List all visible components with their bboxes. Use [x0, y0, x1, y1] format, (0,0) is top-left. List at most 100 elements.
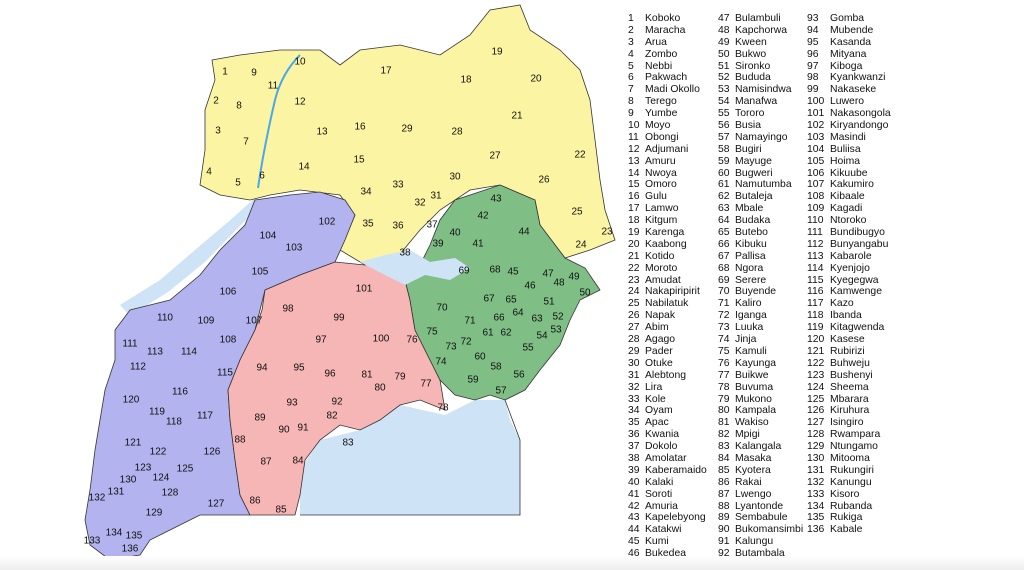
legend-item: 124 Sheema: [807, 382, 891, 394]
legend-number: 44: [628, 524, 640, 536]
legend-number: 77: [718, 369, 730, 381]
district-label-121: 121: [125, 438, 142, 449]
district-label-26: 26: [538, 175, 550, 186]
legend-number: 42: [628, 500, 640, 512]
legend-number: 18: [628, 215, 640, 227]
district-label-51: 51: [543, 297, 555, 308]
legend-number: 124: [807, 381, 825, 393]
legend-number: 36: [628, 429, 640, 441]
legend-district-name: Buhweju: [830, 357, 870, 369]
legend-number: 93: [807, 13, 819, 24]
legend-item: 131 Rukungiri: [807, 465, 891, 477]
legend-district-name: Mpigi: [735, 429, 760, 441]
legend-number: 68: [718, 262, 730, 274]
legend-district-name: Madi Okollo: [645, 84, 700, 96]
district-label-4: 4: [206, 167, 212, 178]
legend-item: 53 Namisindwa: [718, 84, 803, 96]
legend-item: 127 Isingiro: [807, 417, 891, 429]
legend-number: 95: [807, 36, 819, 48]
legend-item: 41 Soroti: [628, 489, 707, 501]
legend-item: 59 Mayuge: [718, 156, 803, 168]
legend-number: 53: [718, 84, 730, 96]
legend-district-name: Masaka: [735, 452, 772, 464]
district-label-77: 77: [420, 379, 432, 390]
legend-item: 129 Ntungamo: [807, 441, 891, 453]
legend-number: 51: [718, 60, 730, 72]
legend-item: 76 Kayunga: [718, 358, 803, 370]
district-label-34: 34: [360, 187, 372, 198]
district-label-103: 103: [286, 243, 303, 254]
district-label-15: 15: [353, 155, 365, 166]
legend-number: 40: [628, 476, 640, 488]
legend-number: 2: [628, 24, 634, 36]
legend-district-name: Lira: [645, 381, 663, 393]
legend-number: 30: [628, 357, 640, 369]
legend-number: 66: [718, 238, 730, 250]
legend-district-name: Kalungu: [735, 536, 774, 548]
legend-district-name: Koboko: [645, 13, 681, 24]
district-label-48: 48: [553, 278, 565, 289]
legend-item: 106 Kikuube: [807, 168, 891, 180]
legend-number: 28: [628, 334, 640, 346]
legend-number: 99: [807, 84, 819, 96]
legend-item: 6 Pakwach: [628, 72, 707, 84]
legend-number: 6: [628, 72, 634, 84]
legend-item: 5 Nebbi: [628, 61, 707, 73]
district-label-98: 98: [282, 304, 294, 315]
legend-district-name: Kanungu: [830, 476, 872, 488]
legend-item: 35 Apac: [628, 417, 707, 429]
legend-number: 37: [628, 441, 640, 453]
legend-item: 55 Tororo: [718, 108, 803, 120]
legend-district-name: Kyankwanzi: [830, 72, 886, 84]
legend-item: 126 Kiruhura: [807, 405, 891, 417]
river-nile: [257, 54, 301, 189]
district-label-27: 27: [489, 151, 501, 162]
legend-number: 114: [807, 262, 824, 274]
legend-item: 80 Kampala: [718, 405, 803, 417]
district-label-90: 90: [278, 425, 290, 436]
legend-district-name: Kapchorwa: [735, 24, 787, 36]
legend-item: 17 Lamwo: [628, 203, 707, 215]
legend-number: 131: [807, 464, 825, 476]
district-label-64: 64: [512, 308, 524, 319]
legend-item: 7 Madi Okollo: [628, 84, 707, 96]
district-label-76: 76: [406, 335, 418, 346]
legend-item: 96 Mityana: [807, 49, 891, 61]
district-label-2: 2: [213, 96, 219, 107]
legend-number: 43: [628, 512, 640, 524]
district-label-12: 12: [294, 97, 306, 108]
legend-item: 60 Bugweri: [718, 168, 803, 180]
legend-item: 3 Arua: [628, 37, 707, 49]
legend-item: 125 Mbarara: [807, 394, 891, 406]
legend-item: 43 Kapelebyong: [628, 512, 707, 524]
legend-number: 103: [807, 131, 825, 143]
district-label-50: 50: [579, 288, 591, 299]
legend-item: 26 Napak: [628, 310, 707, 322]
legend-district-name: Mubende: [830, 24, 874, 36]
district-label-123: 123: [135, 463, 152, 474]
district-label-89: 89: [254, 413, 266, 424]
legend-number: 25: [628, 298, 640, 310]
legend-item: 45 Kumi: [628, 536, 707, 548]
legend-item: 100 Luwero: [807, 96, 891, 108]
legend-district-name: Serere: [735, 274, 767, 286]
district-label-91: 91: [297, 423, 309, 434]
legend-district-name: Namisindwa: [735, 84, 792, 96]
district-label-114: 114: [181, 347, 197, 358]
legend-number: 21: [628, 250, 640, 262]
legend-item: 104 Buliisa: [807, 144, 891, 156]
legend-district-name: Iganga: [735, 310, 767, 322]
legend-district-name: Nebbi: [645, 60, 673, 72]
legend-district-name: Gulu: [645, 191, 667, 203]
district-label-18: 18: [460, 75, 472, 86]
legend-number: 128: [807, 429, 825, 441]
legend-district-name: Rukungiri: [830, 464, 874, 476]
legend-number: 63: [718, 203, 730, 215]
legend-item: 12 Adjumani: [628, 144, 707, 156]
district-label-93: 93: [286, 398, 298, 409]
legend-district-name: Terego: [645, 96, 677, 108]
legend-district-name: Rakai: [735, 476, 762, 488]
legend-item: 4 Zombo: [628, 49, 707, 61]
legend-item: 68 Ngora: [718, 263, 803, 275]
legend-number: 48: [718, 24, 730, 36]
